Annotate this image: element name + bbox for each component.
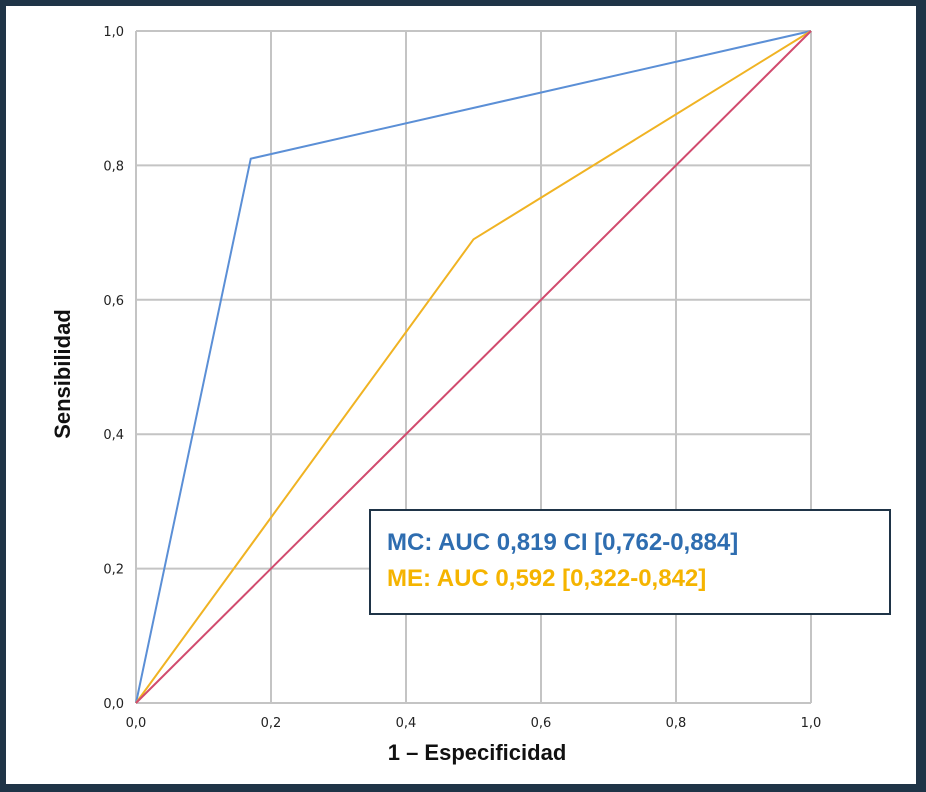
series-line-2	[135, 30, 812, 704]
y-tick-label: 0,4	[103, 428, 124, 443]
y-tick-label: 0,8	[103, 159, 124, 174]
tick-labels: 0,0 0,2 0,4 0,6 0,8 1,0 0,0 0,2 0,4 0,6 0,8 1,0	[103, 25, 821, 731]
series-line-me	[135, 30, 812, 704]
roc-chart: 0,0 0,2 0,4 0,6 0,8 1,0 0,0 0,2 0,4 0,6 0,8 1,0 1 –…	[50, 25, 821, 765]
legend-entry-me: ME: AUC 0,592 [0,322-0,842]	[387, 565, 707, 592]
series-layer	[135, 30, 812, 704]
legend-entry-mc: MC: AUC 0,819 CI [0,762-0,884]	[387, 529, 739, 556]
chart-frame: 0,0 0,2 0,4 0,6 0,8 1,0 0,0 0,2 0,4 0,6 0,8 1,0 1 –…	[6, 6, 916, 784]
y-tick-label: 0,2	[103, 563, 124, 578]
y-tick-label: 0,6	[103, 294, 124, 309]
x-tick-label: 1,0	[801, 716, 822, 731]
y-axis-title: Sensibilidad	[50, 309, 75, 439]
x-tick-label: 0,8	[666, 716, 687, 731]
x-tick-label: 0,2	[261, 716, 282, 731]
x-tick-label: 0,6	[531, 716, 552, 731]
legend-box: MC: AUC 0,819 CI [0,762-0,884] ME: AUC 0…	[369, 509, 891, 615]
y-tick-label: 0,0	[103, 697, 124, 712]
y-tick-label: 1,0	[103, 25, 124, 40]
x-tick-label: 0,4	[396, 716, 417, 731]
x-tick-label: 0,0	[126, 716, 147, 731]
series-line-mc	[135, 30, 812, 704]
x-axis-title: 1 – Especificidad	[388, 740, 567, 765]
